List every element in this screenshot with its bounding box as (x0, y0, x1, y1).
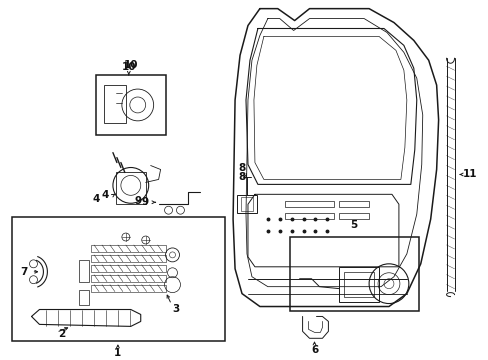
Text: 8: 8 (238, 172, 245, 183)
Bar (289, 237, 418, 311)
Bar (284, 213, 334, 219)
Bar (237, 195, 256, 213)
Text: 4: 4 (92, 194, 100, 204)
Bar (241, 197, 252, 211)
Text: 7: 7 (20, 267, 27, 277)
Text: 10: 10 (123, 60, 138, 70)
Bar (339, 267, 378, 302)
Bar (12, 217, 224, 341)
Text: 10: 10 (122, 62, 136, 72)
Text: 11: 11 (462, 170, 477, 180)
Text: 8: 8 (238, 162, 245, 172)
Text: 9: 9 (134, 196, 141, 206)
Bar (284, 201, 334, 207)
Bar (91, 245, 165, 252)
Bar (79, 290, 89, 305)
Text: 4: 4 (101, 190, 108, 200)
Text: 5: 5 (350, 220, 357, 230)
Text: 2: 2 (58, 329, 65, 339)
Bar (116, 172, 145, 204)
Bar (91, 285, 165, 292)
Text: 3: 3 (171, 303, 179, 314)
Bar (104, 85, 125, 123)
Bar (96, 75, 165, 135)
Bar (79, 260, 89, 282)
Bar (339, 201, 368, 207)
Bar (91, 275, 165, 282)
Bar (91, 255, 165, 262)
Text: 6: 6 (310, 345, 318, 355)
Text: 1: 1 (114, 348, 122, 358)
Bar (344, 272, 373, 297)
Bar (309, 247, 373, 265)
Bar (91, 265, 165, 272)
Text: 9: 9 (141, 197, 148, 207)
Bar (339, 213, 368, 219)
